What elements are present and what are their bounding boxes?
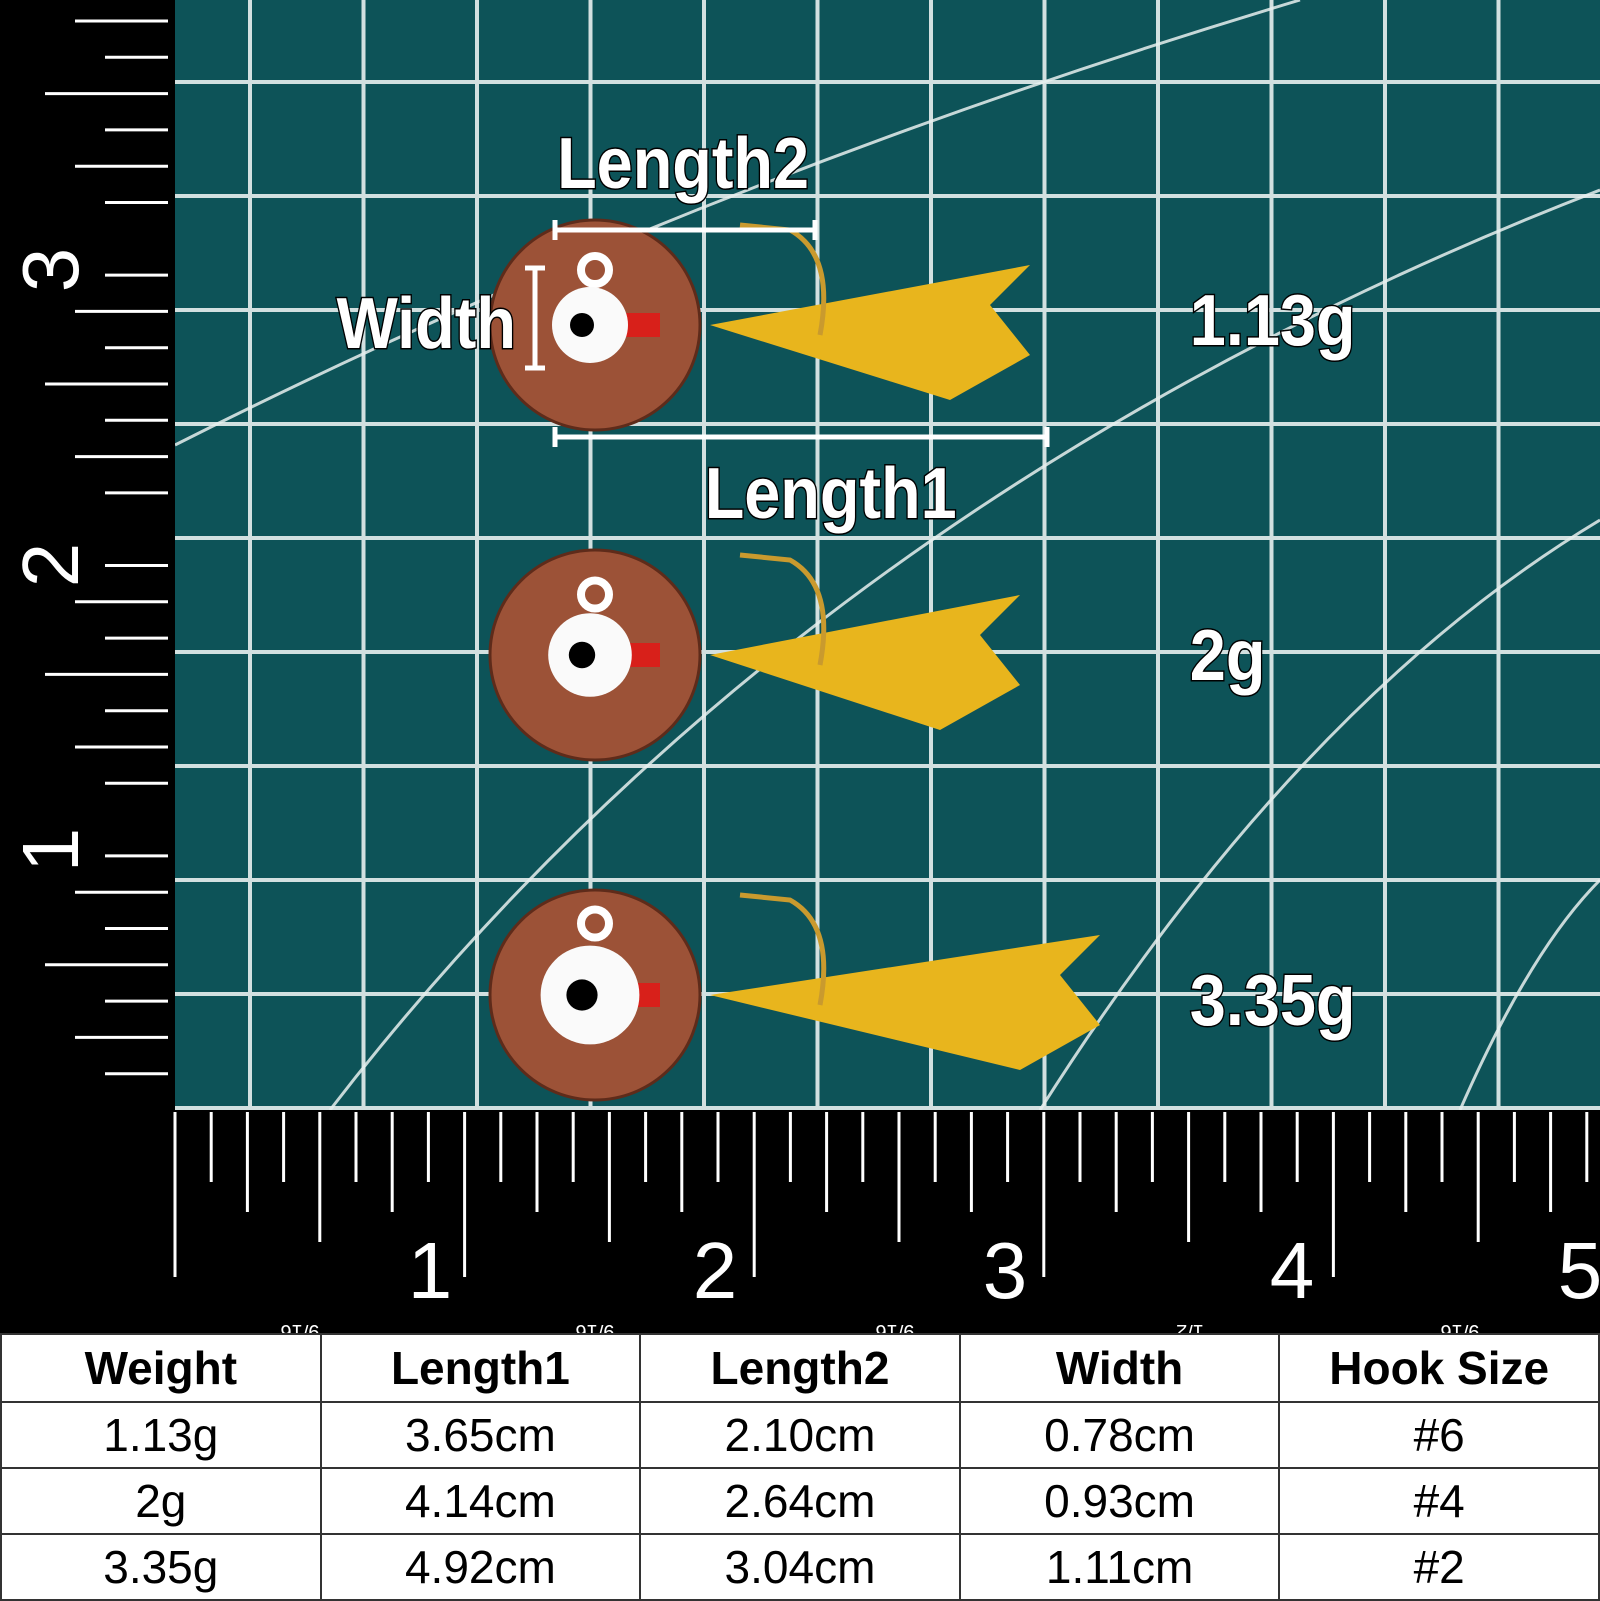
cell: 4.14cm [319,1467,642,1535]
cell: #4 [1278,1467,1600,1535]
cell: 2.64cm [639,1467,961,1535]
length2-label: Length2 [557,123,809,204]
ruler-number: 5 [1558,1226,1600,1315]
ruler-number: 1 [408,1226,453,1315]
cell: 0.78cm [958,1401,1281,1469]
header-weight: Weight [0,1333,322,1403]
jig-lure [488,218,1030,432]
weight-label-3: 3.35g [1190,960,1356,1041]
width-label: Width [337,283,516,364]
table-row: 3.35g 4.92cm 3.04cm 1.11cm #2 [0,1533,1600,1601]
jig-eye [570,313,594,337]
header-length2: Length2 [639,1333,961,1403]
feather-tail [710,935,1100,1070]
ruler-number: 2 [6,543,95,588]
feather-tail [710,265,1030,400]
header-hook-size: Hook Size [1278,1333,1600,1403]
dimension-markers [525,220,1050,447]
ruler-number: 4 [1270,1226,1315,1315]
product-photo: 3 2 1 1 2 3 4 5 9/16 9/16 9/16 1/2 9/16 Length2 Widt… [0,0,1600,1333]
cell: 3.35g [0,1533,322,1601]
jig-lure [488,888,1100,1102]
cell: 2g [0,1467,322,1535]
cell: #6 [1278,1401,1600,1469]
ruler-fraction: 9/16 [1441,1320,1480,1333]
mat-arcs [174,0,1600,1111]
ruler-fraction: 9/16 [876,1320,915,1333]
ruler-fraction: 1/2 [1176,1320,1204,1333]
table-header-row: Weight Length1 Length2 Width Hook Size [0,1333,1600,1403]
header-width: Width [958,1333,1281,1403]
bottom-ruler [0,1110,1600,1333]
cell: 1.13g [0,1401,322,1469]
cell: 3.65cm [319,1401,642,1469]
ruler-number: 3 [983,1226,1028,1315]
jig-eye [568,641,596,669]
cell: 2.10cm [639,1401,961,1469]
ruler-number: 1 [6,828,95,873]
table-row: 2g 4.14cm 2.64cm 0.93cm #4 [0,1467,1600,1535]
ruler-number: 2 [693,1226,738,1315]
line-tie [577,576,613,613]
line-tie [577,905,613,942]
hook [739,552,827,666]
ruler-number: 3 [6,248,95,293]
feather-tail [710,595,1020,730]
left-ruler [0,0,175,1110]
cell: 4.92cm [319,1533,642,1601]
spec-table: Weight Length1 Length2 Width Hook Size 1… [0,1333,1600,1601]
hook [739,892,827,1006]
header-length1: Length1 [319,1333,642,1403]
weight-label-2: 2g [1190,615,1266,696]
cell: #2 [1278,1533,1600,1601]
ruler-fraction: 9/16 [576,1320,615,1333]
jig-eye [566,979,598,1011]
table-row: 1.13g 3.65cm 2.10cm 0.78cm #6 [0,1401,1600,1469]
line-tie [577,252,613,288]
length1-label: Length1 [705,453,957,534]
cell: 0.93cm [958,1467,1281,1535]
ruler-fraction: 9/16 [281,1320,320,1333]
cell: 3.04cm [639,1533,961,1601]
weight-label-1: 1.13g [1190,280,1356,361]
jig-lure [488,548,1020,762]
cell: 1.11cm [958,1533,1281,1601]
